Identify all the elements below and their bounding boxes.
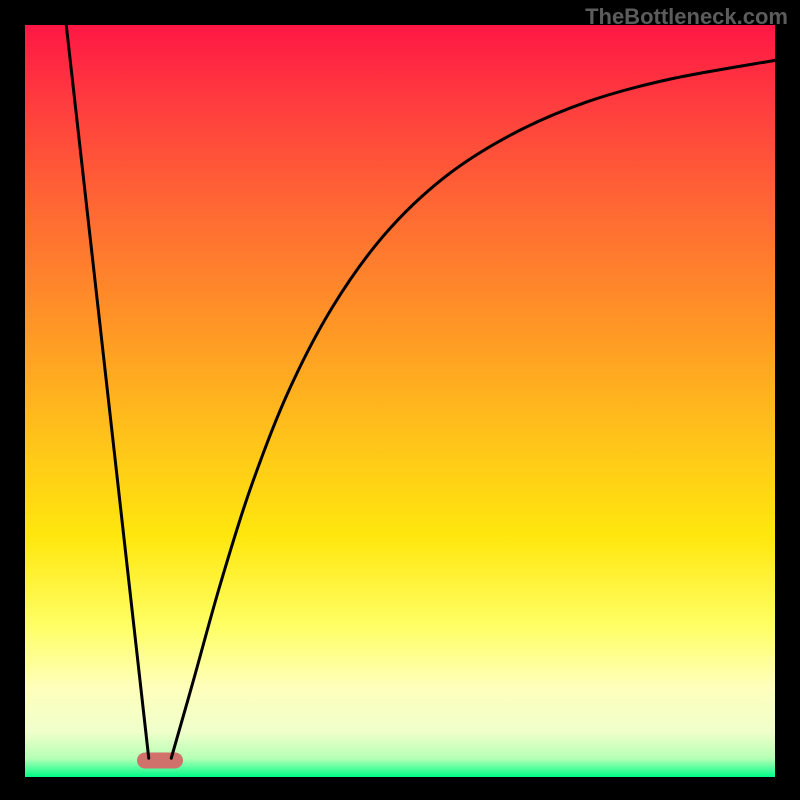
bottleneck-chart <box>0 0 800 800</box>
chart-container: TheBottleneck.com <box>0 0 800 800</box>
watermark-text: TheBottleneck.com <box>585 4 788 30</box>
optimal-marker <box>137 752 183 768</box>
